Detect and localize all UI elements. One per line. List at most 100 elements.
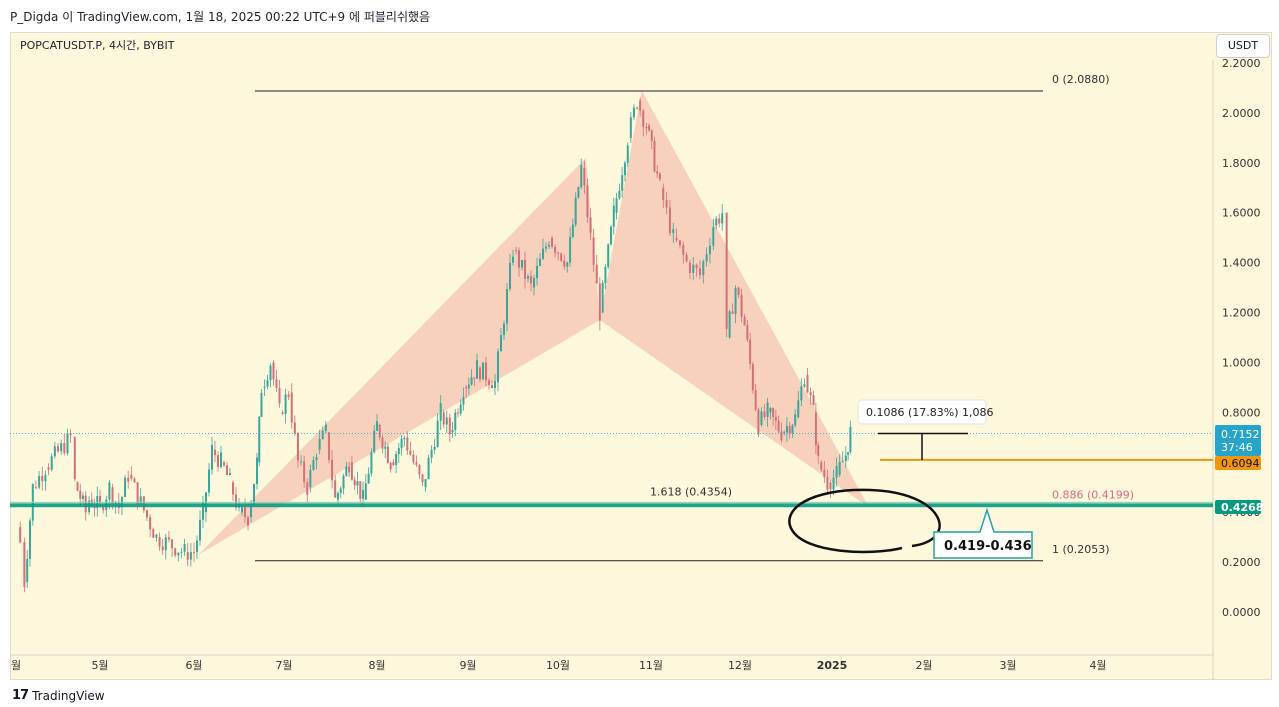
candle-body	[386, 446, 389, 463]
candle-body	[415, 462, 418, 465]
candle-body	[809, 392, 812, 396]
candle-body	[102, 507, 105, 511]
candle-body	[152, 529, 155, 538]
symbol-info: POPCATUSDT.P, 4시간, BYBIT	[20, 39, 175, 52]
candle-body	[99, 495, 101, 503]
candle-body	[712, 227, 715, 246]
candle-body	[656, 171, 659, 174]
candle-body	[462, 397, 465, 405]
x-tick-label: 3월	[999, 659, 1016, 672]
candle-body	[229, 473, 231, 476]
candle-body	[418, 464, 421, 475]
candle-body	[439, 403, 442, 421]
candle-body	[785, 426, 788, 433]
candle-body	[823, 469, 826, 478]
candle-body	[57, 446, 59, 452]
candle-body	[479, 367, 481, 380]
candle-body	[436, 420, 439, 447]
candle-body	[642, 110, 645, 127]
candle-body	[648, 125, 651, 131]
candle-body	[494, 381, 496, 389]
candle-body	[149, 517, 152, 530]
candle-body	[577, 187, 580, 198]
candle-body	[678, 240, 681, 246]
candle-body	[306, 482, 309, 495]
candle-body	[427, 457, 430, 480]
candle-body	[260, 392, 263, 417]
measure-tooltip-box	[857, 399, 987, 425]
candle-body	[362, 489, 365, 499]
candle-body	[777, 420, 780, 432]
candle-body	[844, 455, 847, 462]
candle-body	[820, 462, 823, 470]
candle-body	[551, 237, 554, 247]
candle-body	[467, 384, 470, 389]
candle-body	[381, 437, 384, 449]
candle-body	[610, 226, 613, 245]
candle-body	[542, 248, 544, 259]
candle-body	[38, 476, 41, 488]
candle-body	[353, 479, 356, 486]
candle-body	[287, 394, 290, 397]
candle-body	[155, 534, 158, 538]
y-tick-label: 2.2000	[1222, 57, 1261, 70]
candle-body	[266, 380, 269, 387]
candle-body	[817, 445, 820, 456]
candle-body	[598, 283, 601, 321]
candle-body	[247, 517, 249, 526]
candle-body	[26, 558, 29, 583]
candle-body	[548, 244, 550, 247]
candle-body	[688, 262, 691, 273]
x-tick-label: 10월	[546, 659, 570, 672]
candle-body	[81, 495, 84, 499]
candle-body	[503, 323, 505, 336]
candle-body	[835, 466, 838, 478]
candle-body	[557, 252, 560, 254]
candle-body	[315, 456, 318, 461]
candle-body	[278, 388, 281, 404]
candle-body	[275, 379, 278, 389]
candle-body	[715, 218, 718, 226]
candle-body	[142, 496, 145, 511]
zone-callout-label: 0.419-0.436	[944, 539, 1032, 554]
candle-body	[284, 394, 287, 414]
currency-selector[interactable]: USDT	[1216, 34, 1270, 58]
candle-body	[586, 185, 589, 218]
candle-body	[217, 455, 219, 468]
candle-body	[161, 546, 164, 551]
candle-body	[293, 422, 296, 434]
candle-body	[509, 262, 511, 290]
publish-info: P_Digda 이 TradingView.com, 1월 18, 2025 0…	[10, 10, 431, 24]
y-tick-label: 0.2000	[1222, 556, 1261, 569]
candle-body	[376, 421, 378, 431]
x-tick-label: 9월	[459, 659, 476, 672]
candle-body	[601, 282, 604, 313]
candle-body	[389, 462, 392, 470]
candle-body	[524, 259, 526, 279]
candle-body	[364, 483, 367, 500]
candle-body	[202, 502, 204, 520]
x-tick-label: 4월	[1089, 659, 1106, 672]
candle-body	[702, 261, 705, 276]
x-tick-label: 2025	[817, 659, 848, 672]
candle-body	[653, 140, 656, 172]
candle-body	[536, 265, 538, 279]
candle-body	[442, 412, 445, 425]
y-tick-label: 1.6000	[1222, 207, 1261, 220]
candle-body	[806, 374, 809, 393]
price-label-countdown: 37:46	[1221, 441, 1253, 454]
candle-body	[406, 437, 409, 451]
candle-body	[737, 287, 740, 295]
x-tick-label: 11월	[639, 659, 663, 672]
price-label-support-bg	[1215, 500, 1261, 514]
candle-body	[196, 540, 198, 553]
candle-body	[412, 454, 415, 463]
candle-body	[728, 311, 731, 338]
tradingview-logo: 17 TradingView	[12, 688, 105, 703]
harmonic-pattern-xab	[198, 157, 600, 555]
candle-body	[232, 482, 234, 495]
candle-body	[645, 126, 648, 129]
candle-body	[574, 197, 577, 225]
candle-body	[373, 430, 376, 453]
